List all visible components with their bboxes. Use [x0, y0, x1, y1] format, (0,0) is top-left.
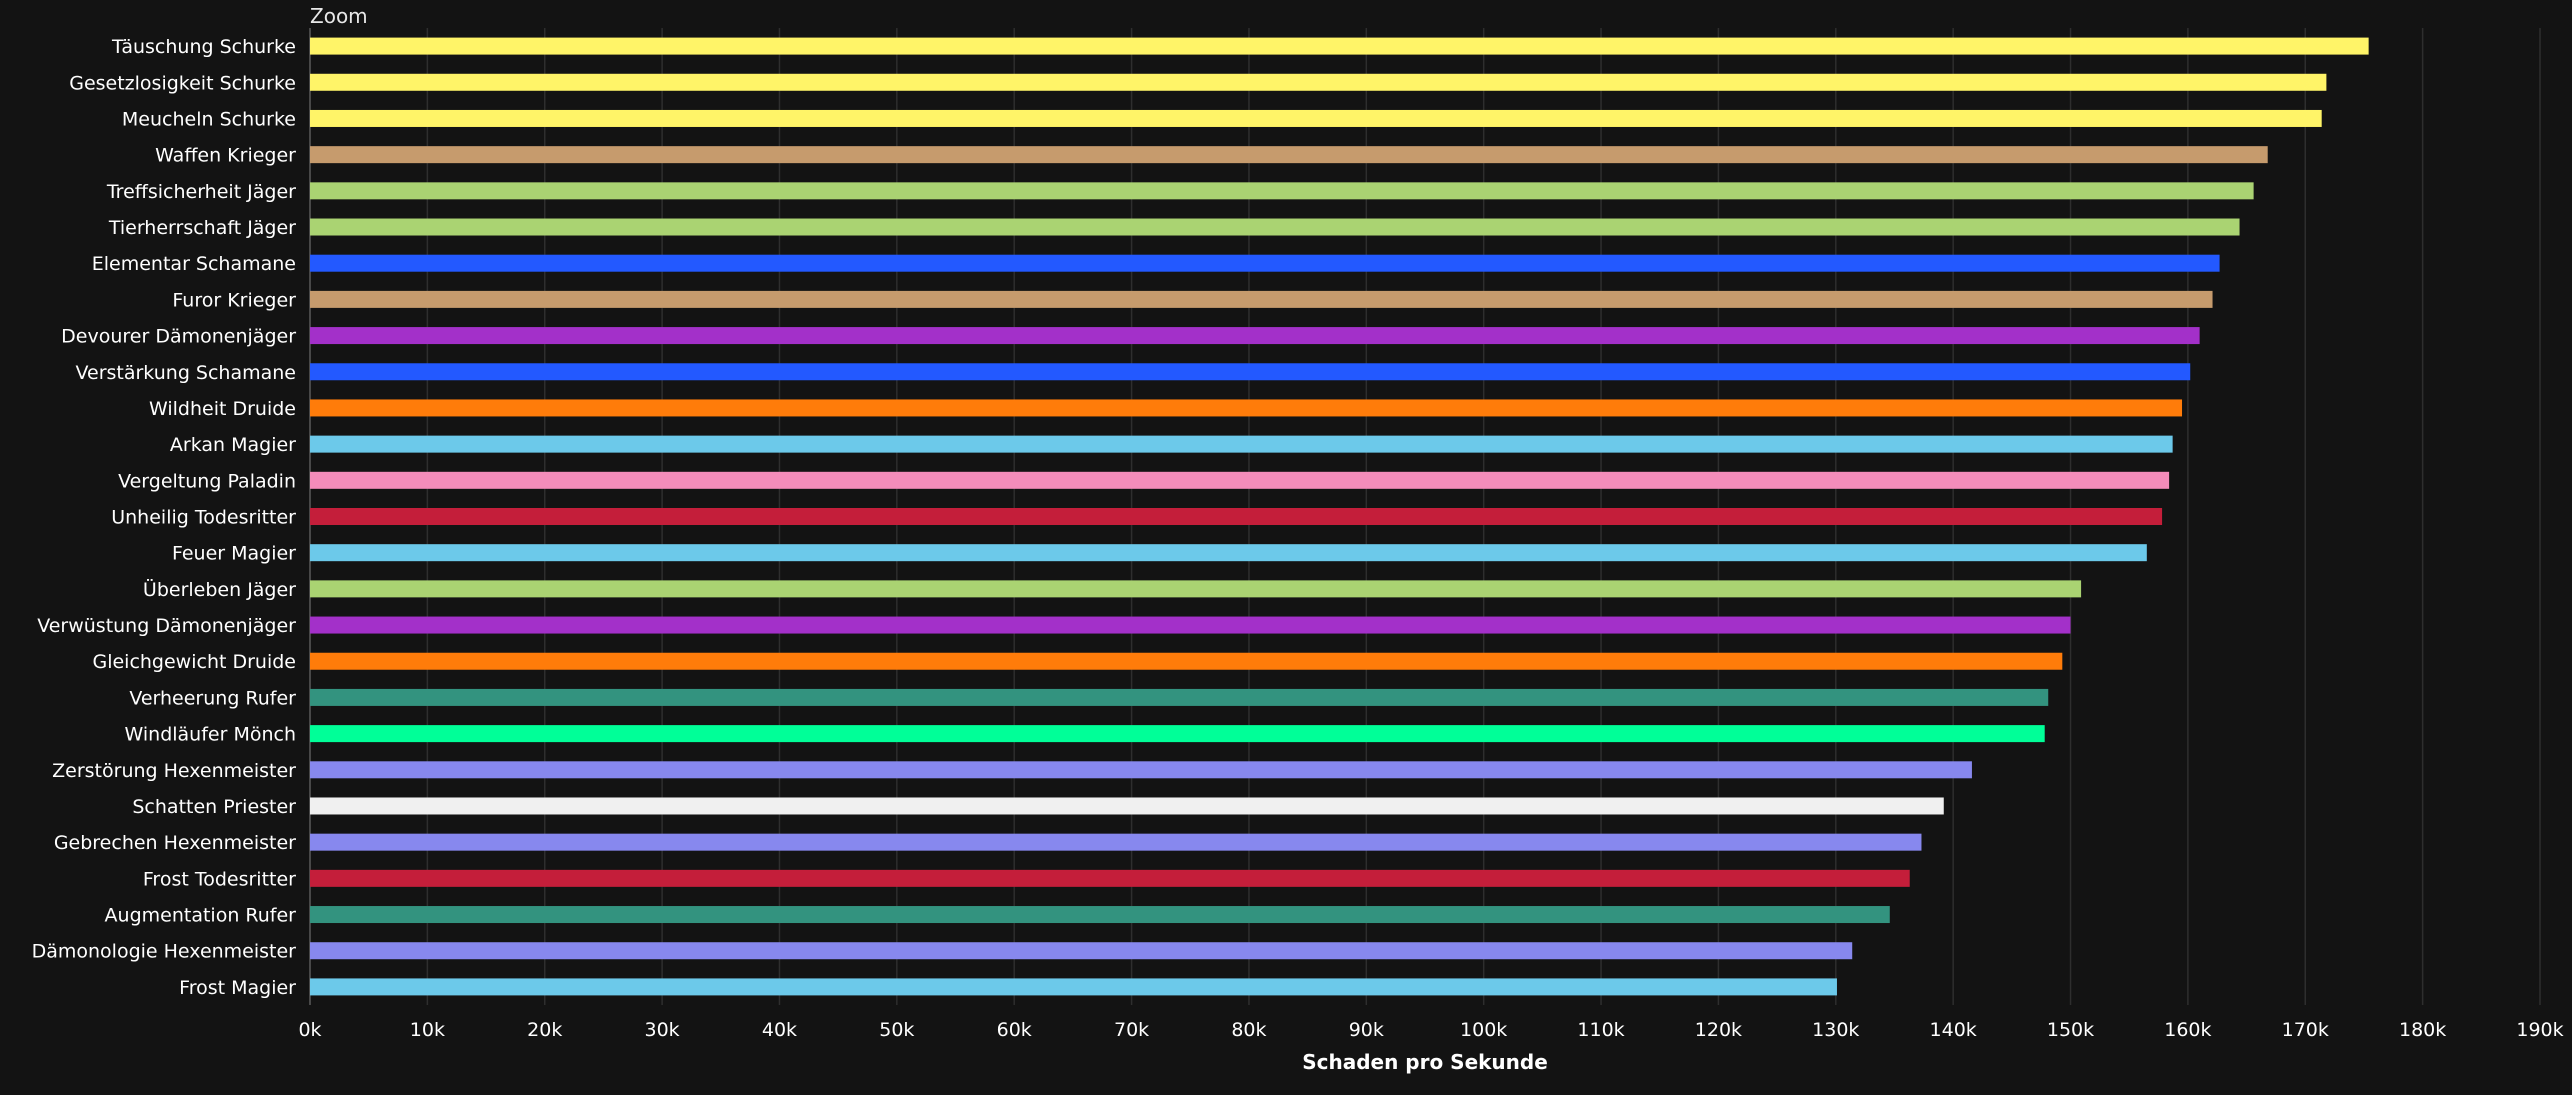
- category-label: Devourer Dämonenjäger: [61, 326, 296, 348]
- category-label: Arkan Magier: [170, 434, 296, 456]
- x-tick-label: 70k: [1114, 1019, 1149, 1041]
- category-label: Schatten Priester: [132, 796, 296, 818]
- category-label: Vergeltung Paladin: [118, 470, 296, 492]
- category-label: Gesetzlosigkeit Schurke: [69, 72, 296, 94]
- bar[interactable]: [310, 761, 1972, 779]
- bar[interactable]: [310, 833, 1922, 851]
- category-label: Verwüstung Dämonenjäger: [37, 615, 296, 637]
- category-label: Gleichgewicht Druide: [92, 651, 296, 673]
- x-tick-label: 80k: [1231, 1019, 1266, 1041]
- bar[interactable]: [310, 508, 2163, 525]
- x-tick-label: 120k: [1695, 1019, 1742, 1041]
- x-tick-label: 190k: [2516, 1019, 2563, 1041]
- x-tick-label: 20k: [527, 1019, 562, 1041]
- bar[interactable]: [310, 254, 2220, 272]
- bar[interactable]: [310, 580, 2082, 598]
- zoom-button[interactable]: Zoom: [310, 4, 368, 28]
- bar[interactable]: [310, 471, 2170, 489]
- category-label: Windläufer Mönch: [125, 724, 297, 746]
- x-tick-label: 130k: [1812, 1019, 1859, 1041]
- bar[interactable]: [310, 906, 1890, 924]
- bar[interactable]: [310, 616, 2071, 634]
- x-tick-label: 10k: [410, 1019, 445, 1041]
- x-tick-label: 30k: [645, 1019, 680, 1041]
- category-label: Täuschung Schurke: [111, 36, 296, 58]
- bar[interactable]: [310, 399, 2183, 417]
- x-tick-label: 0k: [298, 1019, 321, 1041]
- bar[interactable]: [310, 218, 2240, 236]
- bar[interactable]: [310, 327, 2200, 345]
- category-label: Unheilig Todesritter: [111, 507, 296, 529]
- bar[interactable]: [310, 363, 2191, 381]
- category-label: Feuer Magier: [172, 543, 296, 565]
- x-tick-label: 150k: [2047, 1019, 2094, 1041]
- x-tick-label: 110k: [1577, 1019, 1624, 1041]
- category-label: Verheerung Rufer: [129, 687, 296, 709]
- bar[interactable]: [310, 652, 2063, 670]
- x-tick-label: 90k: [1349, 1019, 1384, 1041]
- category-label: Frost Todesritter: [143, 868, 296, 890]
- x-tick-label: 180k: [2399, 1019, 2446, 1041]
- x-tick-label: 160k: [2164, 1019, 2211, 1041]
- category-label: Verstärkung Schamane: [75, 362, 296, 384]
- x-tick-label: 170k: [2282, 1019, 2329, 1041]
- bar[interactable]: [310, 869, 1910, 887]
- bar[interactable]: [310, 182, 2254, 200]
- category-label: Wildheit Druide: [149, 398, 296, 420]
- category-label: Elementar Schamane: [92, 253, 296, 275]
- category-label: Dämonologie Hexenmeister: [32, 941, 297, 963]
- x-tick-label: 100k: [1460, 1019, 1507, 1041]
- category-label: Furor Krieger: [172, 289, 296, 311]
- bar[interactable]: [310, 942, 1853, 960]
- bar[interactable]: [310, 146, 2268, 164]
- category-label: Gebrechen Hexenmeister: [54, 832, 296, 854]
- bar[interactable]: [310, 797, 1944, 815]
- x-axis-title: Schaden pro Sekunde: [1302, 1050, 1548, 1074]
- bar[interactable]: [310, 109, 2322, 127]
- category-label: Treffsicherheit Jäger: [106, 181, 296, 203]
- category-label: Überleben Jäger: [143, 578, 296, 601]
- bar[interactable]: [310, 290, 2213, 308]
- category-label: Augmentation Rufer: [105, 905, 297, 927]
- bar[interactable]: [310, 725, 2045, 743]
- bar[interactable]: [310, 37, 2369, 55]
- bar[interactable]: [310, 544, 2147, 562]
- category-label: Waffen Krieger: [155, 145, 296, 167]
- bar[interactable]: [310, 73, 2327, 91]
- category-label: Meucheln Schurke: [122, 108, 296, 130]
- x-tick-label: 40k: [762, 1019, 797, 1041]
- category-label: Frost Magier: [179, 977, 296, 999]
- x-tick-label: 50k: [879, 1019, 914, 1041]
- bar[interactable]: [310, 435, 2173, 453]
- category-label: Zerstörung Hexenmeister: [52, 760, 296, 782]
- x-tick-label: 60k: [997, 1019, 1032, 1041]
- bar[interactable]: [310, 978, 1837, 996]
- category-label: Tierherrschaft Jäger: [108, 217, 296, 239]
- bar[interactable]: [310, 688, 2049, 706]
- x-tick-label: 140k: [1930, 1019, 1977, 1041]
